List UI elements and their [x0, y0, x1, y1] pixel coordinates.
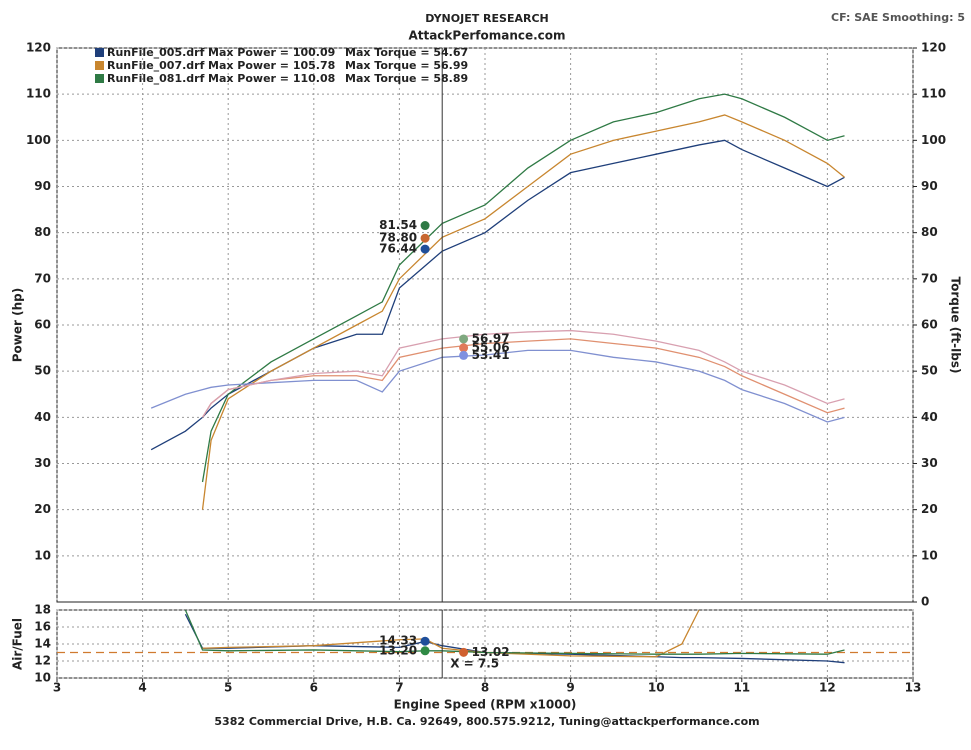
cursor-value: 78.80 [379, 231, 417, 245]
cursor-point [459, 334, 469, 344]
y-tick-label: 80 [34, 225, 51, 239]
legend-power: Max Power = 105.78 [208, 59, 335, 72]
y-tick-label: 30 [34, 456, 51, 470]
x-tick-label: 3 [53, 681, 61, 695]
cursor-value: 76.44 [379, 242, 417, 256]
legend-name: RunFile_007.drf [107, 59, 205, 72]
y-tick-label: 16 [34, 620, 51, 634]
subtitle: AttackPerfomance.com [408, 29, 565, 43]
cursor-value: 53.41 [472, 348, 510, 362]
cursor-point [420, 221, 430, 231]
data-line [201, 329, 845, 418]
y-tick-label: 40 [34, 410, 51, 424]
y2-tick-label: 60 [921, 318, 938, 332]
title: DYNOJET RESEARCH [425, 12, 548, 25]
y2-tick-label: 0 [921, 595, 929, 609]
legend-swatch [95, 48, 104, 57]
data-line [184, 613, 845, 664]
y-tick-label: 12 [34, 654, 51, 668]
data-line [150, 139, 845, 451]
footer: 5382 Commercial Drive, H.B. Ca. 92649, 8… [214, 715, 759, 728]
x-axis-label: Engine Speed (RPM x1000) [394, 698, 577, 712]
y2-tick-label: 50 [921, 364, 938, 378]
cursor-value: 14.33 [379, 634, 417, 648]
settings-note: CF: SAE Smoothing: 5 [831, 11, 965, 24]
cursor-point [420, 233, 430, 243]
x-tick-label: 10 [648, 681, 665, 695]
legend-power: Max Power = 100.09 [208, 46, 335, 59]
legend-torque: Max Torque = 58.89 [345, 72, 468, 85]
y2-tick-label: 70 [921, 271, 938, 285]
x-tick-label: 11 [733, 681, 750, 695]
y2-tick-label: 110 [921, 87, 946, 101]
cursor-label: X = 7.5 [450, 657, 499, 671]
y-tick-label: 70 [34, 271, 51, 285]
y-tick-label: 50 [34, 364, 51, 378]
y-axis-label: Power (hp) [11, 288, 25, 362]
y-tick-label: 110 [26, 87, 51, 101]
legend-swatch [95, 61, 104, 70]
y2-tick-label: 120 [921, 41, 946, 55]
data-line [201, 114, 845, 510]
y-tick-label: 10 [34, 548, 51, 562]
cursor-value: 13.02 [472, 645, 510, 659]
x-tick-label: 9 [566, 681, 574, 695]
y2-tick-label: 10 [921, 548, 938, 562]
x-tick-label: 5 [224, 681, 232, 695]
legend-torque: Max Torque = 56.99 [345, 59, 468, 72]
cursor-point [420, 636, 430, 646]
legend-torque: Max Torque = 54.67 [345, 46, 468, 59]
legend-name: RunFile_081.drf [107, 72, 205, 85]
cursor-point [459, 647, 469, 657]
y2-tick-label: 90 [921, 179, 938, 193]
cursor-value: 56.97 [472, 331, 510, 345]
cursor-value: 55.06 [472, 340, 510, 354]
cursor-point [459, 343, 469, 353]
x-tick-label: 13 [905, 681, 922, 695]
y-tick-label: 14 [34, 637, 51, 651]
legend-power: Max Power = 110.08 [208, 72, 335, 85]
data-line [184, 609, 845, 655]
x-tick-label: 6 [310, 681, 318, 695]
x-tick-label: 7 [395, 681, 403, 695]
cursor-point [420, 244, 430, 254]
y-tick-label: 100 [26, 133, 51, 147]
y-tick-label: 18 [34, 603, 51, 617]
cursor-value: 13.20 [379, 643, 417, 657]
y-tick-label: 60 [34, 318, 51, 332]
y-tick-label: 20 [34, 502, 51, 516]
cursor-point [420, 646, 430, 656]
y-tick-label: 10 [34, 671, 51, 685]
legend-name: RunFile_005.drf [107, 46, 205, 59]
y2-tick-label: 100 [921, 133, 946, 147]
y-tick-label: 90 [34, 179, 51, 193]
x-tick-label: 4 [138, 681, 146, 695]
y2-tick-label: 20 [921, 502, 938, 516]
cursor-point [459, 350, 469, 360]
x-tick-label: 8 [481, 681, 489, 695]
y2-axis-label: Torque (ft-lbs) [949, 277, 963, 374]
legend-swatch [95, 74, 104, 83]
y2-tick-label: 40 [921, 410, 938, 424]
x-tick-label: 12 [819, 681, 836, 695]
data-line [201, 93, 845, 483]
cursor-value: 81.54 [379, 218, 417, 232]
y2-tick-label: 80 [921, 225, 938, 239]
afr-axis-label: Air/Fuel [11, 618, 25, 670]
y2-tick-label: 30 [921, 456, 938, 470]
y-tick-label: 120 [26, 41, 51, 55]
